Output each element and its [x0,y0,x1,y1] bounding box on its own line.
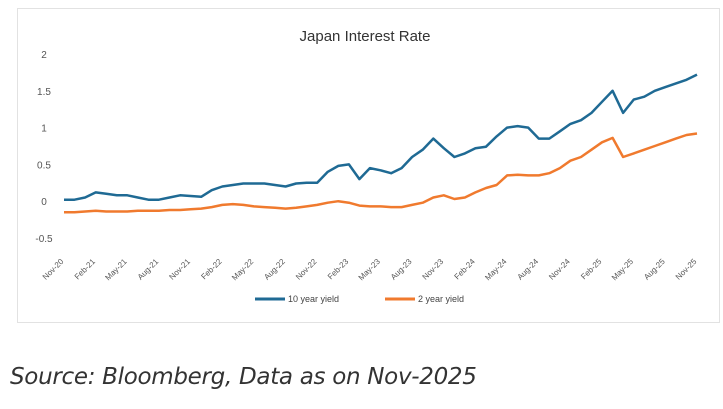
chart-title: Japan Interest Rate [300,28,431,45]
y-tick-label: 0.5 [37,160,51,171]
x-tick-label: Feb-25 [579,257,604,282]
series-line-2y [64,132,698,214]
x-tick-label: May-25 [610,257,636,283]
x-tick-label: Nov-23 [421,257,446,282]
x-tick-label: Aug-23 [389,257,414,282]
y-tick-label: -0.5 [35,234,53,245]
y-tick-label: 1.5 [37,87,51,98]
x-tick-label: May-21 [103,257,129,283]
x-tick-label: Nov-20 [41,257,66,282]
x-tick-label: Nov-25 [674,257,699,282]
x-tick-label: Feb-24 [453,257,478,282]
x-tick-label: Nov-24 [547,257,572,282]
x-tick-label: Aug-22 [262,257,287,282]
x-tick-label: Nov-22 [294,257,319,282]
series-line-10y [64,73,698,201]
y-tick-label: 0 [41,197,47,208]
x-tick-label: Feb-21 [73,257,98,282]
x-tick-label: May-24 [483,257,509,283]
legend-label: 10 year yield [288,294,339,304]
chart-frame [17,8,720,323]
x-tick-label: May-22 [230,257,256,283]
x-tick-label: Aug-21 [136,257,161,282]
x-tick-label: Feb-22 [199,257,224,282]
x-tick-label: Feb-23 [326,257,351,282]
y-tick-label: 2 [41,50,47,61]
x-tick-label: Aug-25 [642,257,667,282]
x-tick-label: Nov-21 [167,257,192,282]
x-tick-label: Aug-24 [516,257,541,282]
legend-label: 2 year yield [418,294,464,304]
x-tick-label: May-23 [357,257,383,283]
source-note: Source: Bloomberg, Data as on Nov-2025 [10,364,477,390]
y-tick-label: 1 [41,124,47,135]
